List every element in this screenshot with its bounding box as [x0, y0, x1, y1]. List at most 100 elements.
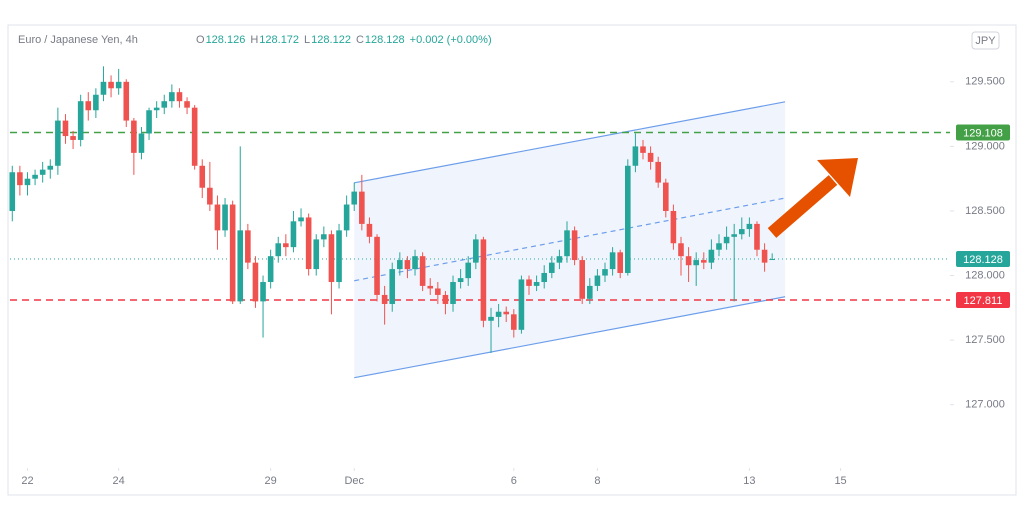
level-label-box: [956, 124, 1010, 141]
candle-body: [93, 94, 99, 111]
candle-body: [374, 236, 380, 295]
candle-body: [108, 81, 114, 89]
candle-body: [191, 107, 198, 166]
level-label: 127.811: [964, 295, 1003, 307]
candle-body: [100, 81, 107, 95]
candle-body: [70, 136, 76, 140]
candle-body: [146, 110, 152, 134]
candle-body: [533, 282, 540, 286]
candle-body: [617, 252, 624, 273]
x-tick-label: 24: [113, 475, 125, 487]
candle-body: [541, 272, 548, 283]
channel-upper: [354, 101, 786, 184]
trend-arrow: [767, 158, 858, 238]
candle-body: [214, 204, 221, 231]
level-label: 129.108: [963, 127, 1003, 139]
candle-body: [62, 120, 69, 137]
candle-body: [397, 260, 403, 270]
candle-body: [769, 259, 775, 261]
candle-body: [708, 249, 715, 263]
x-tick-label: Dec: [344, 475, 364, 487]
candle-body: [77, 101, 84, 140]
candle-body: [556, 256, 563, 263]
candle-body: [389, 269, 396, 304]
ohlc-key: L: [304, 34, 310, 46]
candle-body: [305, 217, 312, 270]
candle-body: [693, 260, 699, 266]
candle-body: [495, 311, 502, 317]
candle-body: [343, 204, 350, 231]
candle-body: [153, 107, 160, 111]
candle-body: [685, 256, 692, 266]
header: Euro / Japanese Yen, 4h O 128.126 H 128.172…: [18, 34, 492, 46]
ohlc-value: 128.122: [311, 34, 351, 46]
y-tick-label: 129.000: [965, 140, 1005, 152]
candle-body: [222, 204, 228, 231]
candle-body: [746, 223, 753, 230]
candle-body: [465, 262, 472, 279]
candle-body: [24, 178, 31, 186]
ohlc-key: H: [250, 34, 258, 46]
ohlc-value: 128.128: [365, 34, 405, 46]
candle-body: [237, 230, 244, 302]
candle-body: [488, 316, 494, 321]
candle-body: [419, 256, 426, 286]
candle-body: [427, 285, 434, 289]
plot-area: 127.000 127.500 128.000 128.500 129.000 129.5…: [9, 66, 1010, 487]
y-tick-label: 129.500: [965, 76, 1005, 88]
candle-body: [351, 191, 358, 205]
candle-body: [473, 239, 479, 263]
candle-body: [579, 260, 586, 299]
y-tick-label: 128.500: [965, 205, 1005, 217]
candle-body: [336, 230, 342, 283]
candle-body: [754, 223, 760, 250]
candle-body: [511, 314, 517, 330]
channel-lower: [354, 296, 786, 379]
candle-body: [632, 146, 639, 166]
candle-body: [662, 182, 669, 211]
candle-body: [518, 279, 525, 330]
candle-body: [328, 234, 335, 283]
candle-body: [184, 101, 190, 108]
candle-body: [609, 252, 616, 270]
candle-body: [207, 187, 213, 205]
level-label-box: [956, 251, 1010, 268]
candle-body: [670, 210, 677, 244]
candle-body: [678, 243, 684, 257]
candle-body: [412, 256, 418, 270]
candle-body: [480, 239, 487, 321]
arrow-head: [817, 158, 858, 197]
candle-body: [442, 294, 449, 304]
candle-body: [17, 172, 23, 186]
candle-body: [169, 92, 175, 102]
x-tick-label: 8: [594, 475, 600, 487]
candle-body: [283, 243, 289, 248]
candle-body: [457, 278, 464, 283]
y-tick-label: 127.500: [965, 334, 1005, 346]
candle-body: [450, 282, 456, 304]
candle-body: [723, 236, 730, 244]
y-tick-label: 127.000: [965, 399, 1005, 411]
candle-body: [359, 191, 365, 224]
candle-body: [647, 152, 654, 162]
candle-body: [594, 275, 601, 286]
candle-body: [161, 101, 168, 108]
candle-body: [503, 311, 510, 315]
candle-body: [47, 165, 54, 170]
candle-body: [267, 256, 274, 283]
x-tick-label: 13: [743, 475, 755, 487]
candle-body: [245, 230, 251, 263]
currency-badge: [971, 31, 1000, 50]
change: +0.002 (+0.00%): [410, 34, 492, 46]
candle-body: [321, 234, 327, 240]
candle-body: [39, 169, 46, 175]
chart-title: Euro / Japanese Yen, 4h: [18, 34, 138, 46]
candle-body: [176, 92, 183, 102]
candle-body: [260, 282, 266, 302]
candle-body: [9, 172, 16, 211]
y-tick-label: 128.000: [965, 269, 1005, 281]
candle-body: [290, 221, 297, 248]
candle-body: [571, 230, 578, 261]
x-tick-label: 29: [265, 475, 277, 487]
